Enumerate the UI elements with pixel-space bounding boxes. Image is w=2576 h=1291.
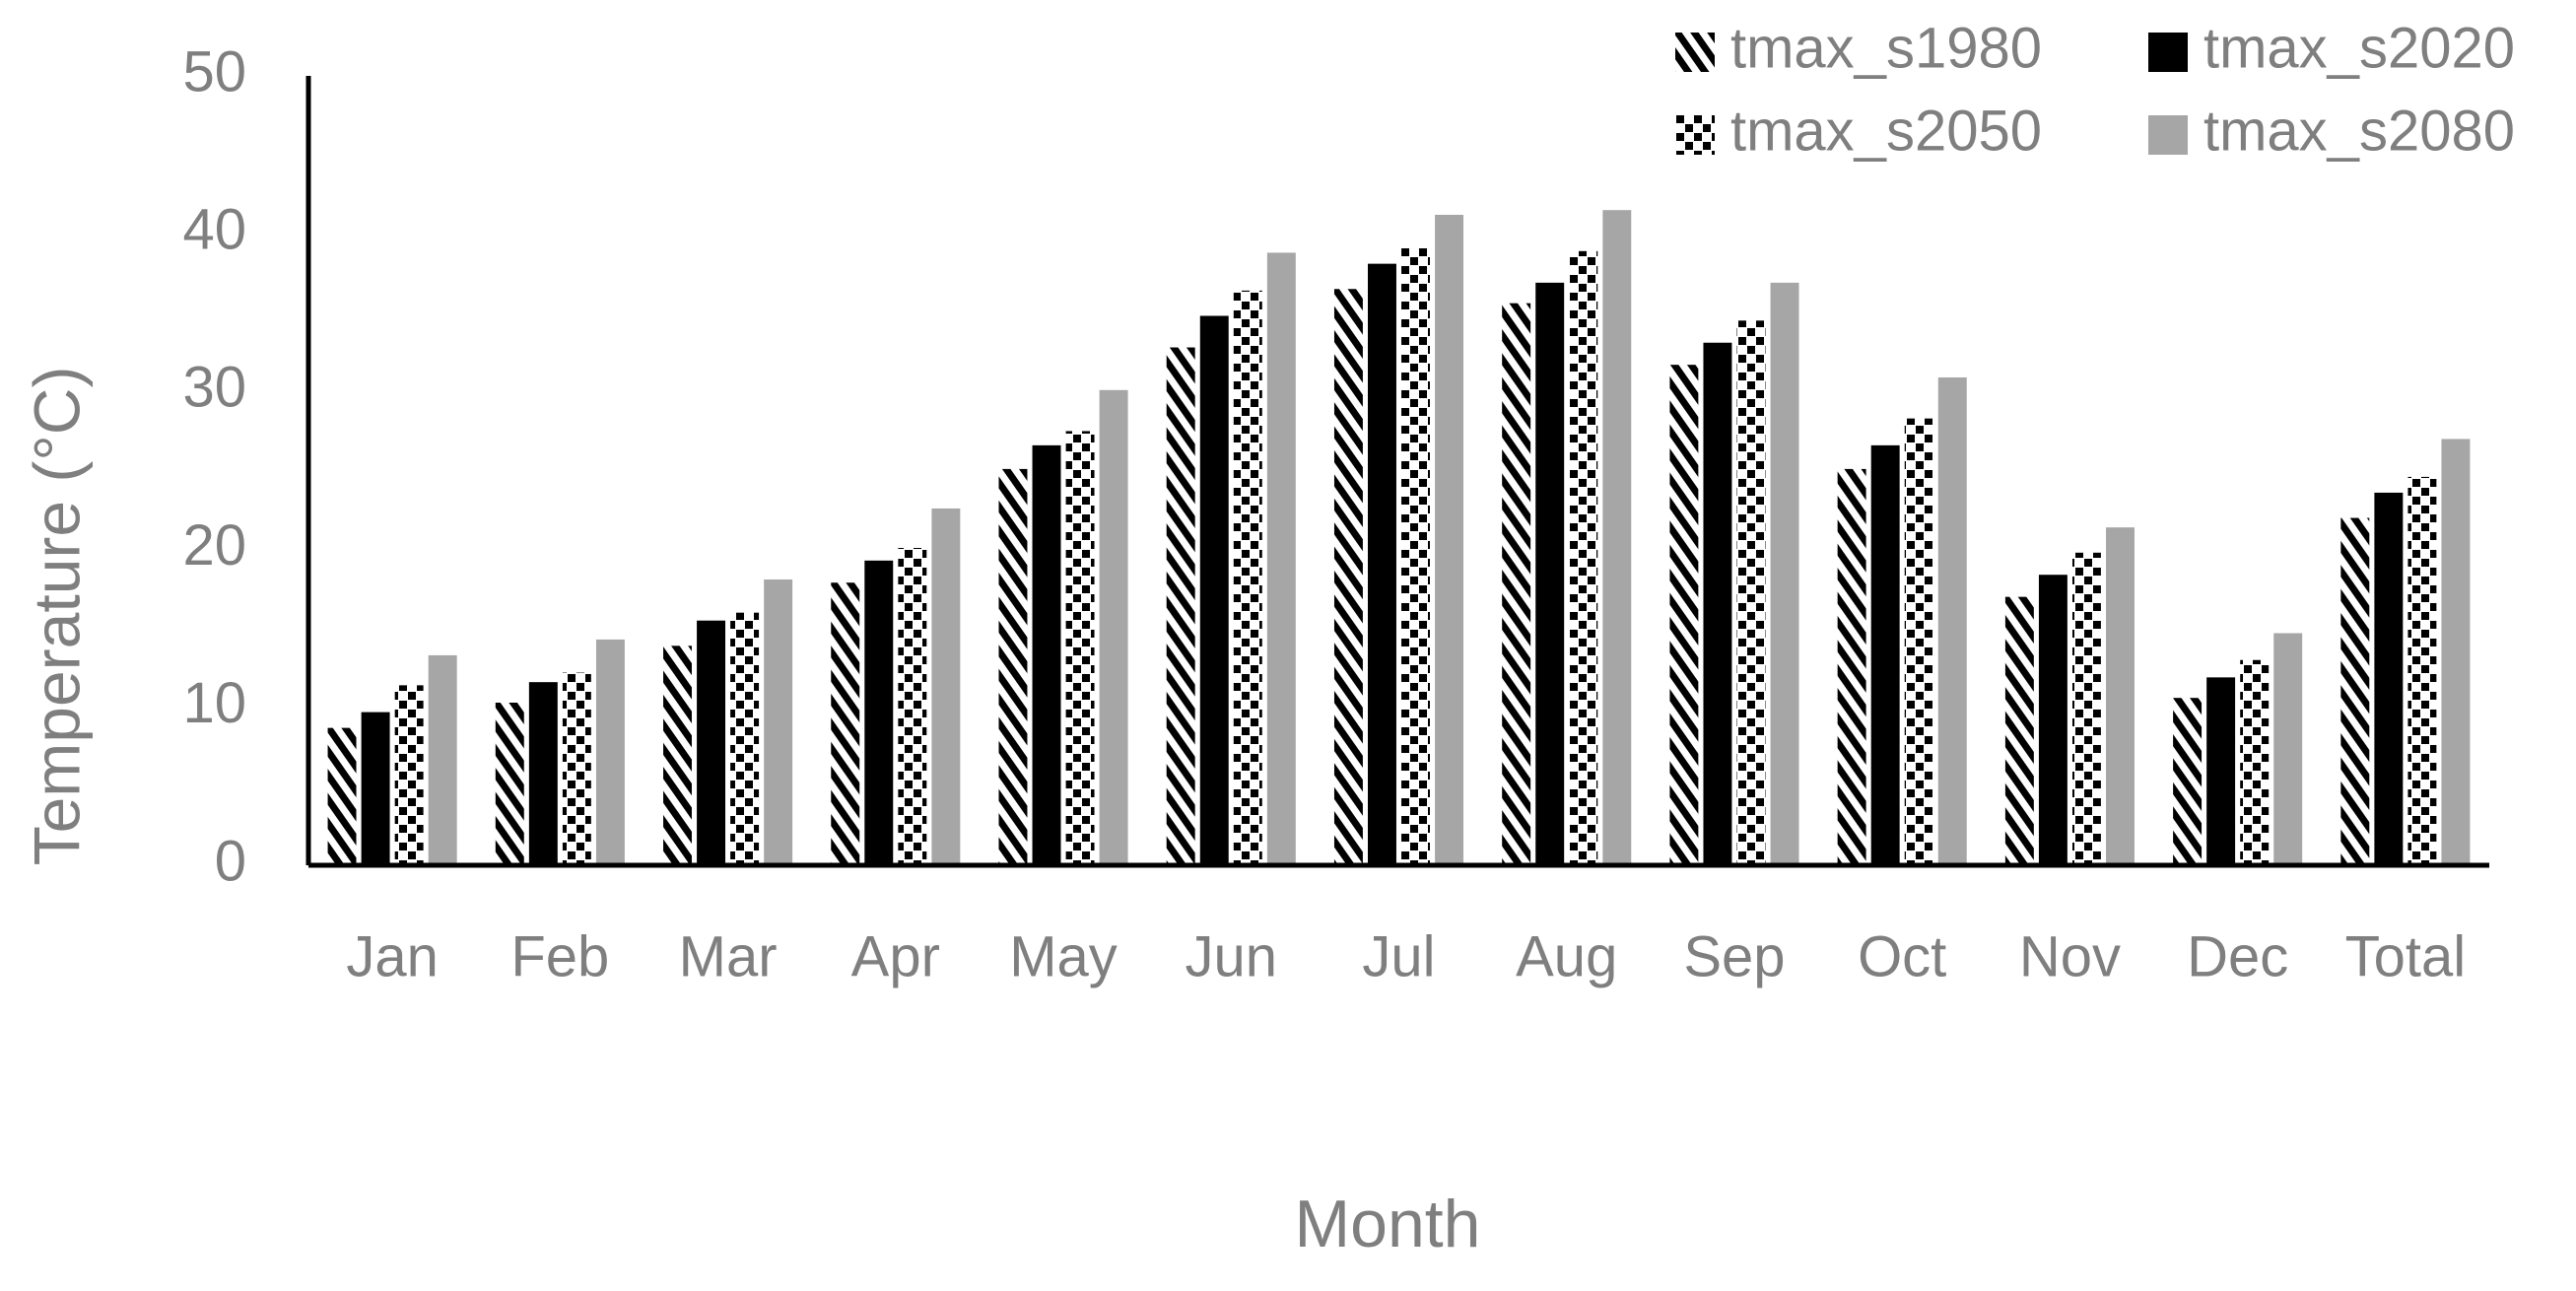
legend-label: tmax_s2080 (2203, 99, 2515, 163)
bar (1937, 376, 1967, 865)
bar (1770, 282, 1799, 865)
bar (1401, 247, 1430, 866)
bar (697, 620, 726, 865)
legend-swatch (2148, 115, 2188, 155)
x-tick-label: Sep (1683, 924, 1785, 988)
bar (2106, 527, 2135, 865)
bar (1266, 252, 1296, 865)
x-tick-label: Jun (1186, 924, 1278, 988)
legend-swatch (1675, 115, 1715, 155)
x-tick-label: May (1009, 924, 1118, 988)
bar (1032, 444, 1061, 865)
bar (1736, 320, 1766, 865)
legend-label: tmax_s2050 (1730, 99, 2042, 163)
bar (1703, 342, 1732, 865)
bar (1569, 250, 1598, 865)
bar (998, 468, 1028, 865)
bar (1837, 468, 1866, 865)
bar (2004, 596, 2034, 865)
bar (1099, 389, 1128, 865)
bar (528, 682, 558, 865)
y-tick-label: 30 (182, 356, 246, 420)
bar (898, 547, 927, 865)
bar (831, 582, 860, 865)
bar (2441, 439, 2471, 865)
bar (562, 672, 591, 865)
legend-label: tmax_s2020 (2203, 16, 2515, 80)
y-tick-label: 10 (182, 671, 246, 735)
bar (1368, 263, 1396, 865)
x-tick-label: Aug (1516, 924, 1617, 988)
bar (1065, 431, 1095, 865)
bar (595, 639, 625, 865)
bar (1602, 210, 1632, 866)
bar (495, 702, 524, 865)
legend-swatch (1675, 33, 1715, 72)
y-tick-label: 50 (182, 39, 246, 103)
bar (327, 727, 357, 865)
x-tick-label: Jan (346, 924, 439, 988)
bar (931, 508, 961, 865)
bar (764, 579, 793, 865)
legend-label: tmax_s1980 (1730, 16, 2042, 80)
bar (1166, 347, 1195, 865)
y-tick-label: 0 (215, 829, 246, 893)
bar (361, 712, 390, 865)
bar (2340, 517, 2370, 865)
bar (2173, 698, 2203, 865)
x-tick-label: Total (2345, 924, 2467, 988)
bar (2206, 677, 2236, 865)
bar (2240, 659, 2270, 865)
bar (1199, 315, 1229, 865)
x-axis-title: Month (1295, 1187, 1481, 1261)
bar (2374, 492, 2404, 865)
bar (663, 646, 692, 865)
x-tick-label: Oct (1858, 924, 1946, 988)
bar (1669, 365, 1699, 865)
bar (864, 560, 894, 865)
bar (1502, 303, 1531, 865)
bar (2038, 575, 2068, 865)
bar (730, 612, 760, 865)
x-tick-label: Apr (851, 924, 940, 988)
x-tick-label: Jul (1362, 924, 1435, 988)
bar (1435, 214, 1464, 865)
x-tick-label: Dec (2187, 924, 2288, 988)
bar (428, 654, 457, 865)
legend-swatch (2148, 33, 2188, 72)
bar (2273, 633, 2303, 865)
bar (1535, 282, 1565, 865)
bar (1333, 289, 1363, 865)
x-tick-label: Feb (510, 924, 609, 988)
bar (1870, 444, 1900, 865)
y-tick-label: 20 (182, 513, 246, 578)
x-tick-label: Mar (679, 924, 778, 988)
y-axis-title: Temperature (°C) (20, 367, 93, 866)
y-tick-label: 40 (182, 198, 246, 262)
bar (1904, 418, 1933, 865)
bar (1233, 290, 1262, 865)
x-tick-label: Nov (2019, 924, 2121, 988)
bar (2407, 476, 2437, 865)
bar (2071, 552, 2101, 865)
bar (394, 685, 424, 865)
